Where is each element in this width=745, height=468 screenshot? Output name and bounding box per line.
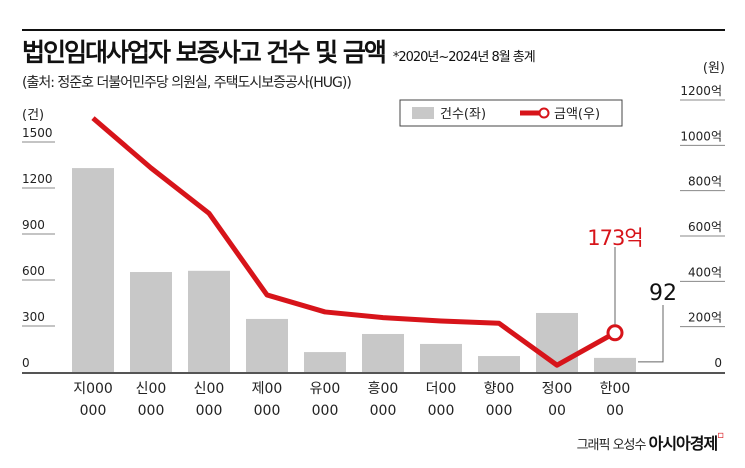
x-tick-label: 00: [548, 403, 566, 419]
legend-bar-label: 건수(좌): [440, 107, 486, 122]
bar-9: [594, 357, 636, 373]
right-tick-label: 0: [714, 356, 722, 370]
right-tick-label: 600억: [688, 220, 722, 234]
x-tick-label: 정00: [542, 381, 573, 397]
legend-bar-swatch: [412, 107, 434, 119]
x-tick-label: 000: [254, 403, 281, 419]
x-tick-label: 000: [486, 403, 513, 419]
left-tick-label: 1200: [22, 172, 53, 186]
x-tick-label: 유00: [310, 381, 341, 397]
x-tick-label: 신00: [194, 381, 225, 397]
left-tick-label: 600: [22, 264, 45, 278]
x-tick-label: 제00: [252, 381, 283, 397]
x-tick-label: 000: [428, 403, 455, 419]
x-tick-label: 000: [312, 403, 339, 419]
source-text: (출처: 정준호 더불어민주당 의원실, 주택도시보증공사(HUG)): [22, 75, 352, 91]
bar-2: [188, 270, 230, 373]
amount-line: [91, 116, 617, 368]
x-tick-label: 향00: [484, 381, 515, 397]
credit-text: 그래픽 오성수: [576, 438, 647, 453]
title-note: *2020년~2024년 8월 총계: [392, 50, 536, 65]
right-tick-label: 800억: [688, 175, 722, 189]
right-tick-label: 200억: [688, 311, 722, 325]
x-tick-label: 흥00: [368, 381, 399, 397]
bar-last-label: 92: [649, 281, 677, 306]
x-tick-label: 지000: [73, 381, 113, 397]
right-tick-label: 1000억: [680, 129, 722, 143]
title-text: 법인임대사업자 보증사고 건수 및 금액: [22, 38, 387, 67]
bar-7: [478, 356, 520, 373]
bar-3: [246, 318, 288, 373]
legend-line-label: 금액(우): [554, 107, 600, 122]
x-tick-label: 000: [138, 403, 165, 419]
bar-0: [72, 168, 114, 373]
x-tick-label: 00: [606, 403, 624, 419]
brand-logo: 아시아경제: [648, 434, 719, 453]
x-tick-label: 000: [196, 403, 223, 419]
line-last-label: 173억: [587, 226, 642, 250]
x-tick-label: 000: [370, 403, 397, 419]
left-axis-unit: (건): [22, 108, 44, 123]
x-tick-label: 더00: [426, 381, 457, 397]
legend-line-marker: [538, 107, 550, 119]
bar-6: [420, 343, 462, 373]
bar-5: [362, 333, 404, 373]
credit: 그래픽 오성수 아시아경제▫: [576, 430, 724, 454]
left-tick-label: 300: [22, 310, 45, 324]
bar-annotation-leader: [638, 305, 664, 363]
x-tick-label: 신00: [136, 381, 167, 397]
right-tick-label: 1200억: [680, 84, 722, 98]
line-end-marker: [606, 324, 624, 342]
x-tick-label: 한00: [600, 381, 631, 397]
bar-1: [130, 272, 172, 373]
chart-title: 법인임대사업자 보증사고 건수 및 금액 *2020년~2024년 8월 총계: [22, 38, 536, 73]
brand-mark-icon: ▫: [717, 430, 724, 441]
left-tick-label: 900: [22, 218, 45, 232]
right-tick-label: 400억: [688, 265, 722, 279]
legend: 건수(좌) 금액(우): [399, 99, 623, 127]
bar-4: [304, 352, 346, 373]
left-tick-label: 0: [22, 356, 30, 370]
left-tick-label: 1500: [22, 126, 53, 140]
right-axis-unit: (원): [703, 61, 725, 76]
x-tick-label: 000: [80, 403, 107, 419]
